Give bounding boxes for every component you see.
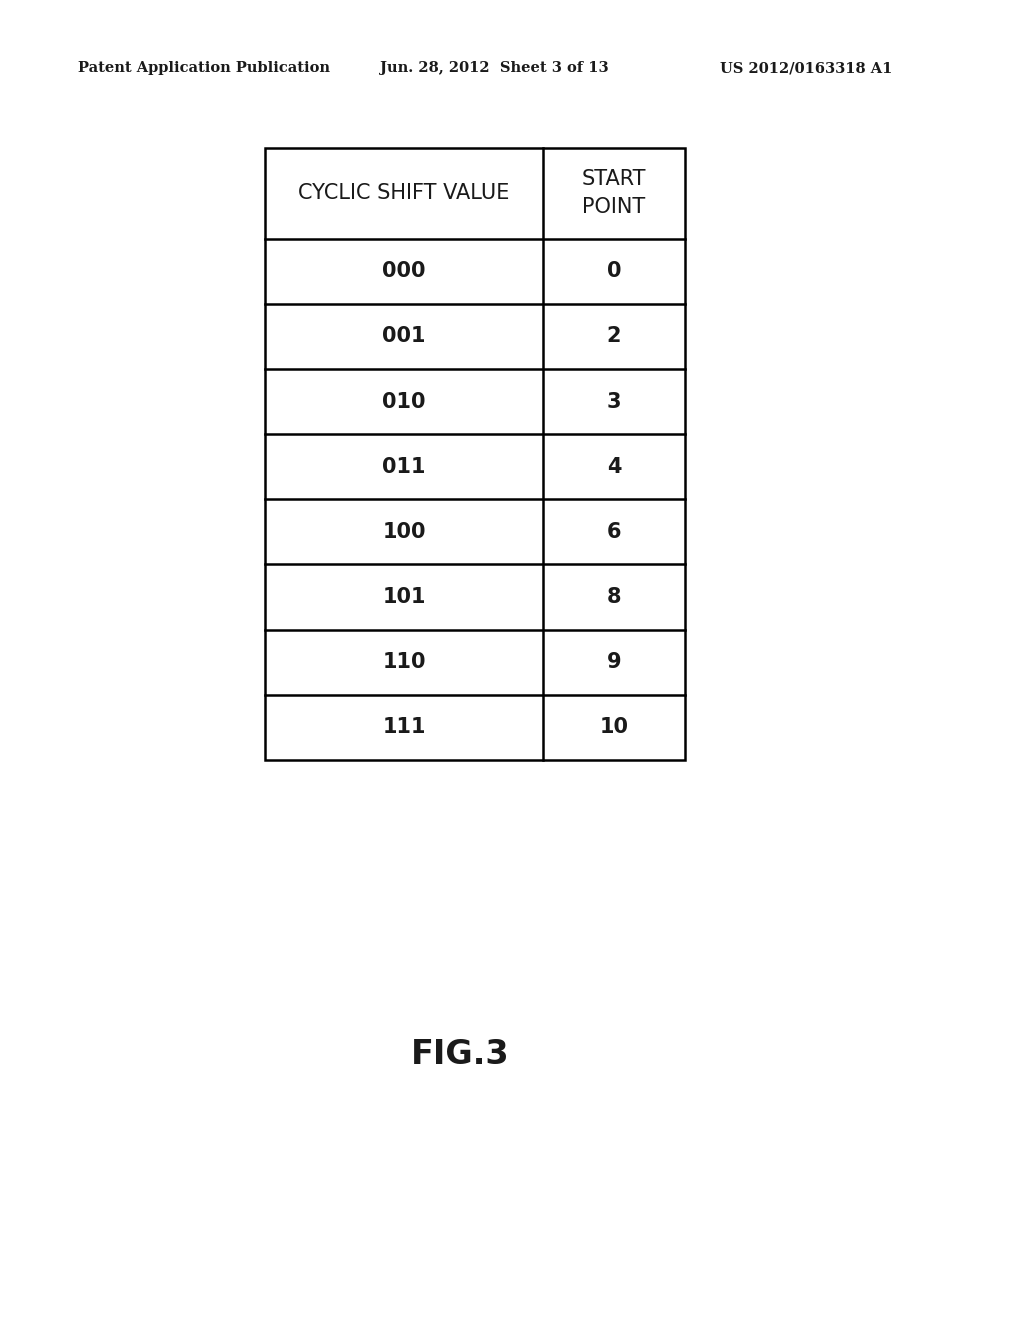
Text: 2: 2	[607, 326, 622, 346]
Text: 3: 3	[607, 392, 622, 412]
Text: 0: 0	[607, 261, 622, 281]
Text: 4: 4	[607, 457, 622, 477]
Text: 9: 9	[606, 652, 622, 672]
Text: CYCLIC SHIFT VALUE: CYCLIC SHIFT VALUE	[298, 183, 510, 203]
Text: 001: 001	[382, 326, 426, 346]
Text: 8: 8	[607, 587, 622, 607]
Text: 111: 111	[382, 717, 426, 738]
Text: 6: 6	[607, 521, 622, 543]
Text: START
POINT: START POINT	[582, 169, 646, 218]
Text: 101: 101	[382, 587, 426, 607]
Text: 000: 000	[382, 261, 426, 281]
Text: 110: 110	[382, 652, 426, 672]
Text: Jun. 28, 2012  Sheet 3 of 13: Jun. 28, 2012 Sheet 3 of 13	[380, 61, 608, 75]
Text: US 2012/0163318 A1: US 2012/0163318 A1	[720, 61, 892, 75]
Text: 010: 010	[382, 392, 426, 412]
Text: Patent Application Publication: Patent Application Publication	[78, 61, 330, 75]
Text: FIG.3: FIG.3	[411, 1039, 509, 1072]
Text: 011: 011	[382, 457, 426, 477]
Text: 100: 100	[382, 521, 426, 543]
Text: 10: 10	[599, 717, 629, 738]
Bar	[265, 148, 685, 760]
